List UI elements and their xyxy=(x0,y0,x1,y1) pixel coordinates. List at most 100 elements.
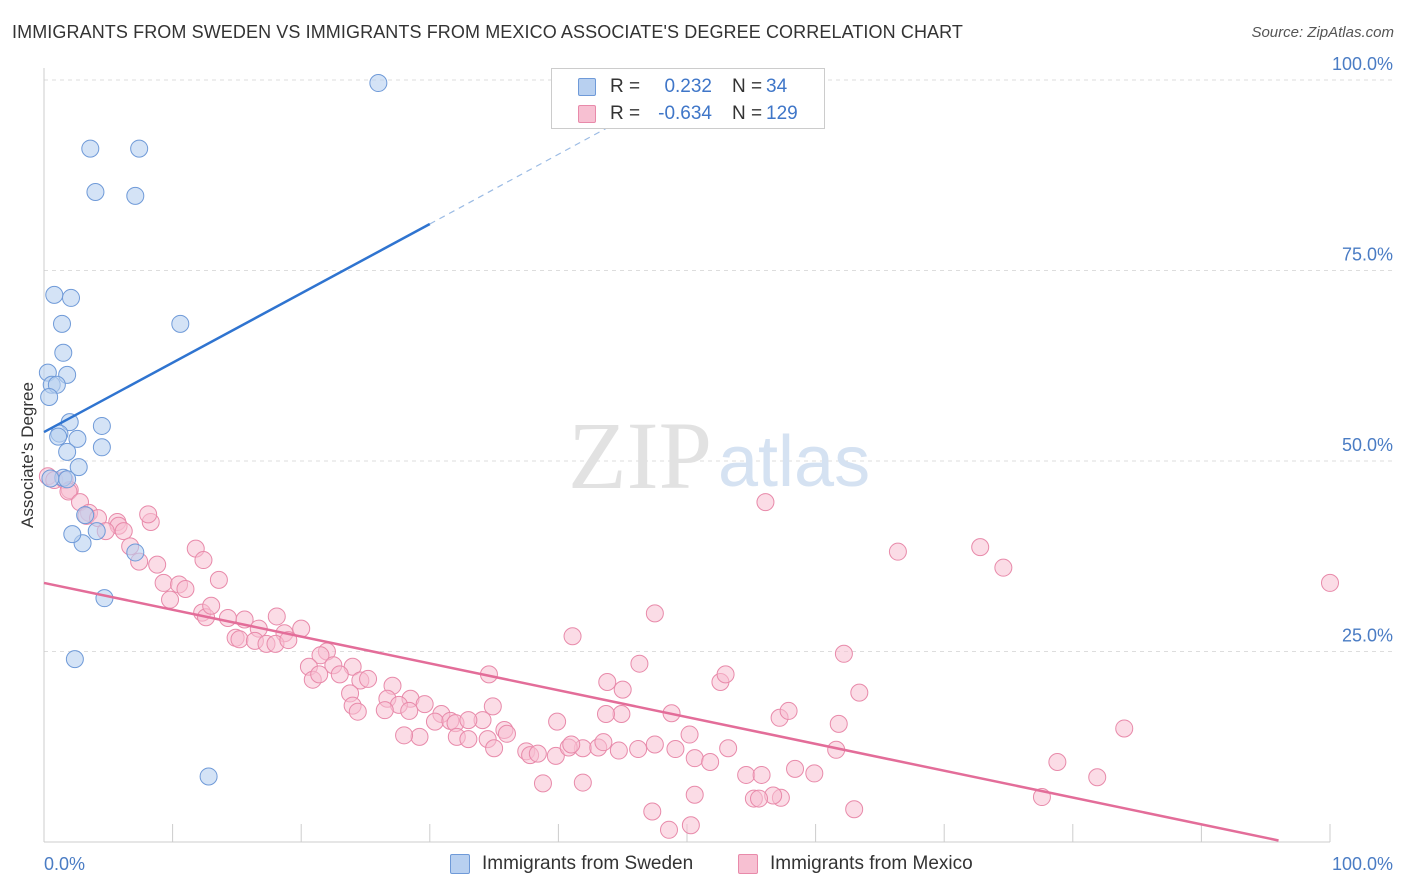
sweden-points xyxy=(38,74,388,786)
n-value-mexico: 129 xyxy=(766,103,798,124)
mexico-point xyxy=(737,765,756,784)
y-tick-label: 50.0% xyxy=(1342,435,1393,455)
mexico-point xyxy=(161,590,180,609)
mexico-legend-label: Immigrants from Mexico xyxy=(770,853,973,874)
r-label: R = xyxy=(610,103,641,124)
sweden-legend-label: Immigrants from Sweden xyxy=(482,853,694,874)
mexico-point xyxy=(609,741,628,760)
mexico-trend-line xyxy=(43,581,1279,842)
bottom-legend-mexico: Immigrants from Mexico xyxy=(738,852,1018,876)
sweden-point xyxy=(58,442,77,461)
mexico-point xyxy=(594,733,613,752)
mexico-point xyxy=(1115,719,1134,738)
sweden-point xyxy=(40,387,59,406)
sweden-point xyxy=(130,139,149,158)
sweden-point xyxy=(95,589,114,608)
mexico-point xyxy=(410,727,429,746)
mexico-point xyxy=(563,627,582,646)
sweden-point xyxy=(199,767,218,786)
sweden-point xyxy=(65,650,84,669)
mexico-point xyxy=(310,665,329,684)
mexico-point xyxy=(230,630,249,649)
mexico-point xyxy=(994,558,1013,577)
mexico-point xyxy=(546,746,565,765)
mexico-point xyxy=(459,730,478,749)
sweden-point xyxy=(58,470,77,489)
mexico-point xyxy=(685,749,704,768)
sweden-point xyxy=(49,427,68,446)
sweden-point xyxy=(369,74,388,93)
sweden-point xyxy=(171,314,190,333)
mexico-point xyxy=(267,607,286,626)
mexico-point xyxy=(194,551,213,570)
r-value-mexico: -0.634 xyxy=(658,103,712,124)
mexico-point xyxy=(680,725,699,744)
mexico-point xyxy=(834,644,853,663)
mexico-point xyxy=(218,608,237,627)
sweden-legend-swatch xyxy=(450,854,470,874)
sweden-point xyxy=(54,343,73,362)
mexico-point xyxy=(596,704,615,723)
mexico-point xyxy=(176,580,195,599)
mexico-point xyxy=(756,493,775,512)
watermark-zip-text: ZIP xyxy=(568,402,712,509)
mexico-point xyxy=(666,740,685,759)
mexico-point xyxy=(573,773,592,792)
mexico-point xyxy=(528,744,547,763)
mexico-point xyxy=(629,740,648,759)
n-value-sweden: 34 xyxy=(766,76,788,97)
sweden-point xyxy=(62,288,81,307)
mexico-point xyxy=(415,695,434,714)
mexico-point xyxy=(779,701,798,720)
mexico-point xyxy=(716,665,735,684)
zipatlas-watermark: ZIP atlas xyxy=(568,402,870,509)
sweden-point xyxy=(86,183,105,202)
mexico-point xyxy=(750,789,769,808)
y-axis-label: Associate's Degree xyxy=(18,382,37,528)
sweden-point xyxy=(45,285,64,304)
n-label: N = xyxy=(732,76,763,97)
mexico-point xyxy=(562,735,581,754)
mexico-point xyxy=(400,701,419,720)
mexico-point xyxy=(971,538,990,557)
mexico-point xyxy=(752,765,771,784)
mexico-point xyxy=(359,669,378,688)
sweden-point xyxy=(69,458,88,477)
mexico-point xyxy=(850,683,869,702)
chart-source: Source: ZipAtlas.com xyxy=(1251,24,1394,41)
x-tick-label: 0.0% xyxy=(44,854,85,874)
n-label: N = xyxy=(732,103,763,124)
mexico-point xyxy=(485,739,504,758)
tick-labels: 25.0% 50.0% 75.0% 100.0% 0.0% 100.0% xyxy=(44,54,1393,874)
mexico-swatch xyxy=(578,105,596,123)
legend-row-sweden: R = 0.232 N = 34 xyxy=(552,74,824,100)
mexico-point xyxy=(425,712,444,731)
mexico-point xyxy=(645,735,664,754)
sweden-point xyxy=(41,469,60,488)
y-tick-label: 100.0% xyxy=(1332,54,1393,74)
sweden-swatch xyxy=(578,78,596,96)
x-tick-label: 100.0% xyxy=(1332,854,1393,874)
mexico-point xyxy=(613,680,632,699)
mexico-point xyxy=(114,522,133,541)
sweden-point xyxy=(92,416,111,435)
sweden-point xyxy=(87,522,106,541)
mexico-point xyxy=(643,802,662,821)
mexico-point xyxy=(139,505,158,524)
r-value-sweden: 0.232 xyxy=(664,76,712,97)
sweden-point xyxy=(126,186,145,205)
mexico-point xyxy=(805,764,824,783)
chart-axes xyxy=(43,68,1331,843)
mexico-point xyxy=(845,800,864,819)
mexico-point xyxy=(497,724,516,743)
mexico-point xyxy=(375,701,394,720)
mexico-point xyxy=(1088,768,1107,787)
mexico-point xyxy=(548,712,567,731)
mexico-point xyxy=(681,816,700,835)
r-label: R = xyxy=(610,76,641,97)
mexico-point xyxy=(612,704,631,723)
mexico-point xyxy=(483,697,502,716)
watermark-atlas-text: atlas xyxy=(718,422,870,502)
mexico-legend-swatch xyxy=(738,854,758,874)
sweden-point xyxy=(68,429,87,448)
